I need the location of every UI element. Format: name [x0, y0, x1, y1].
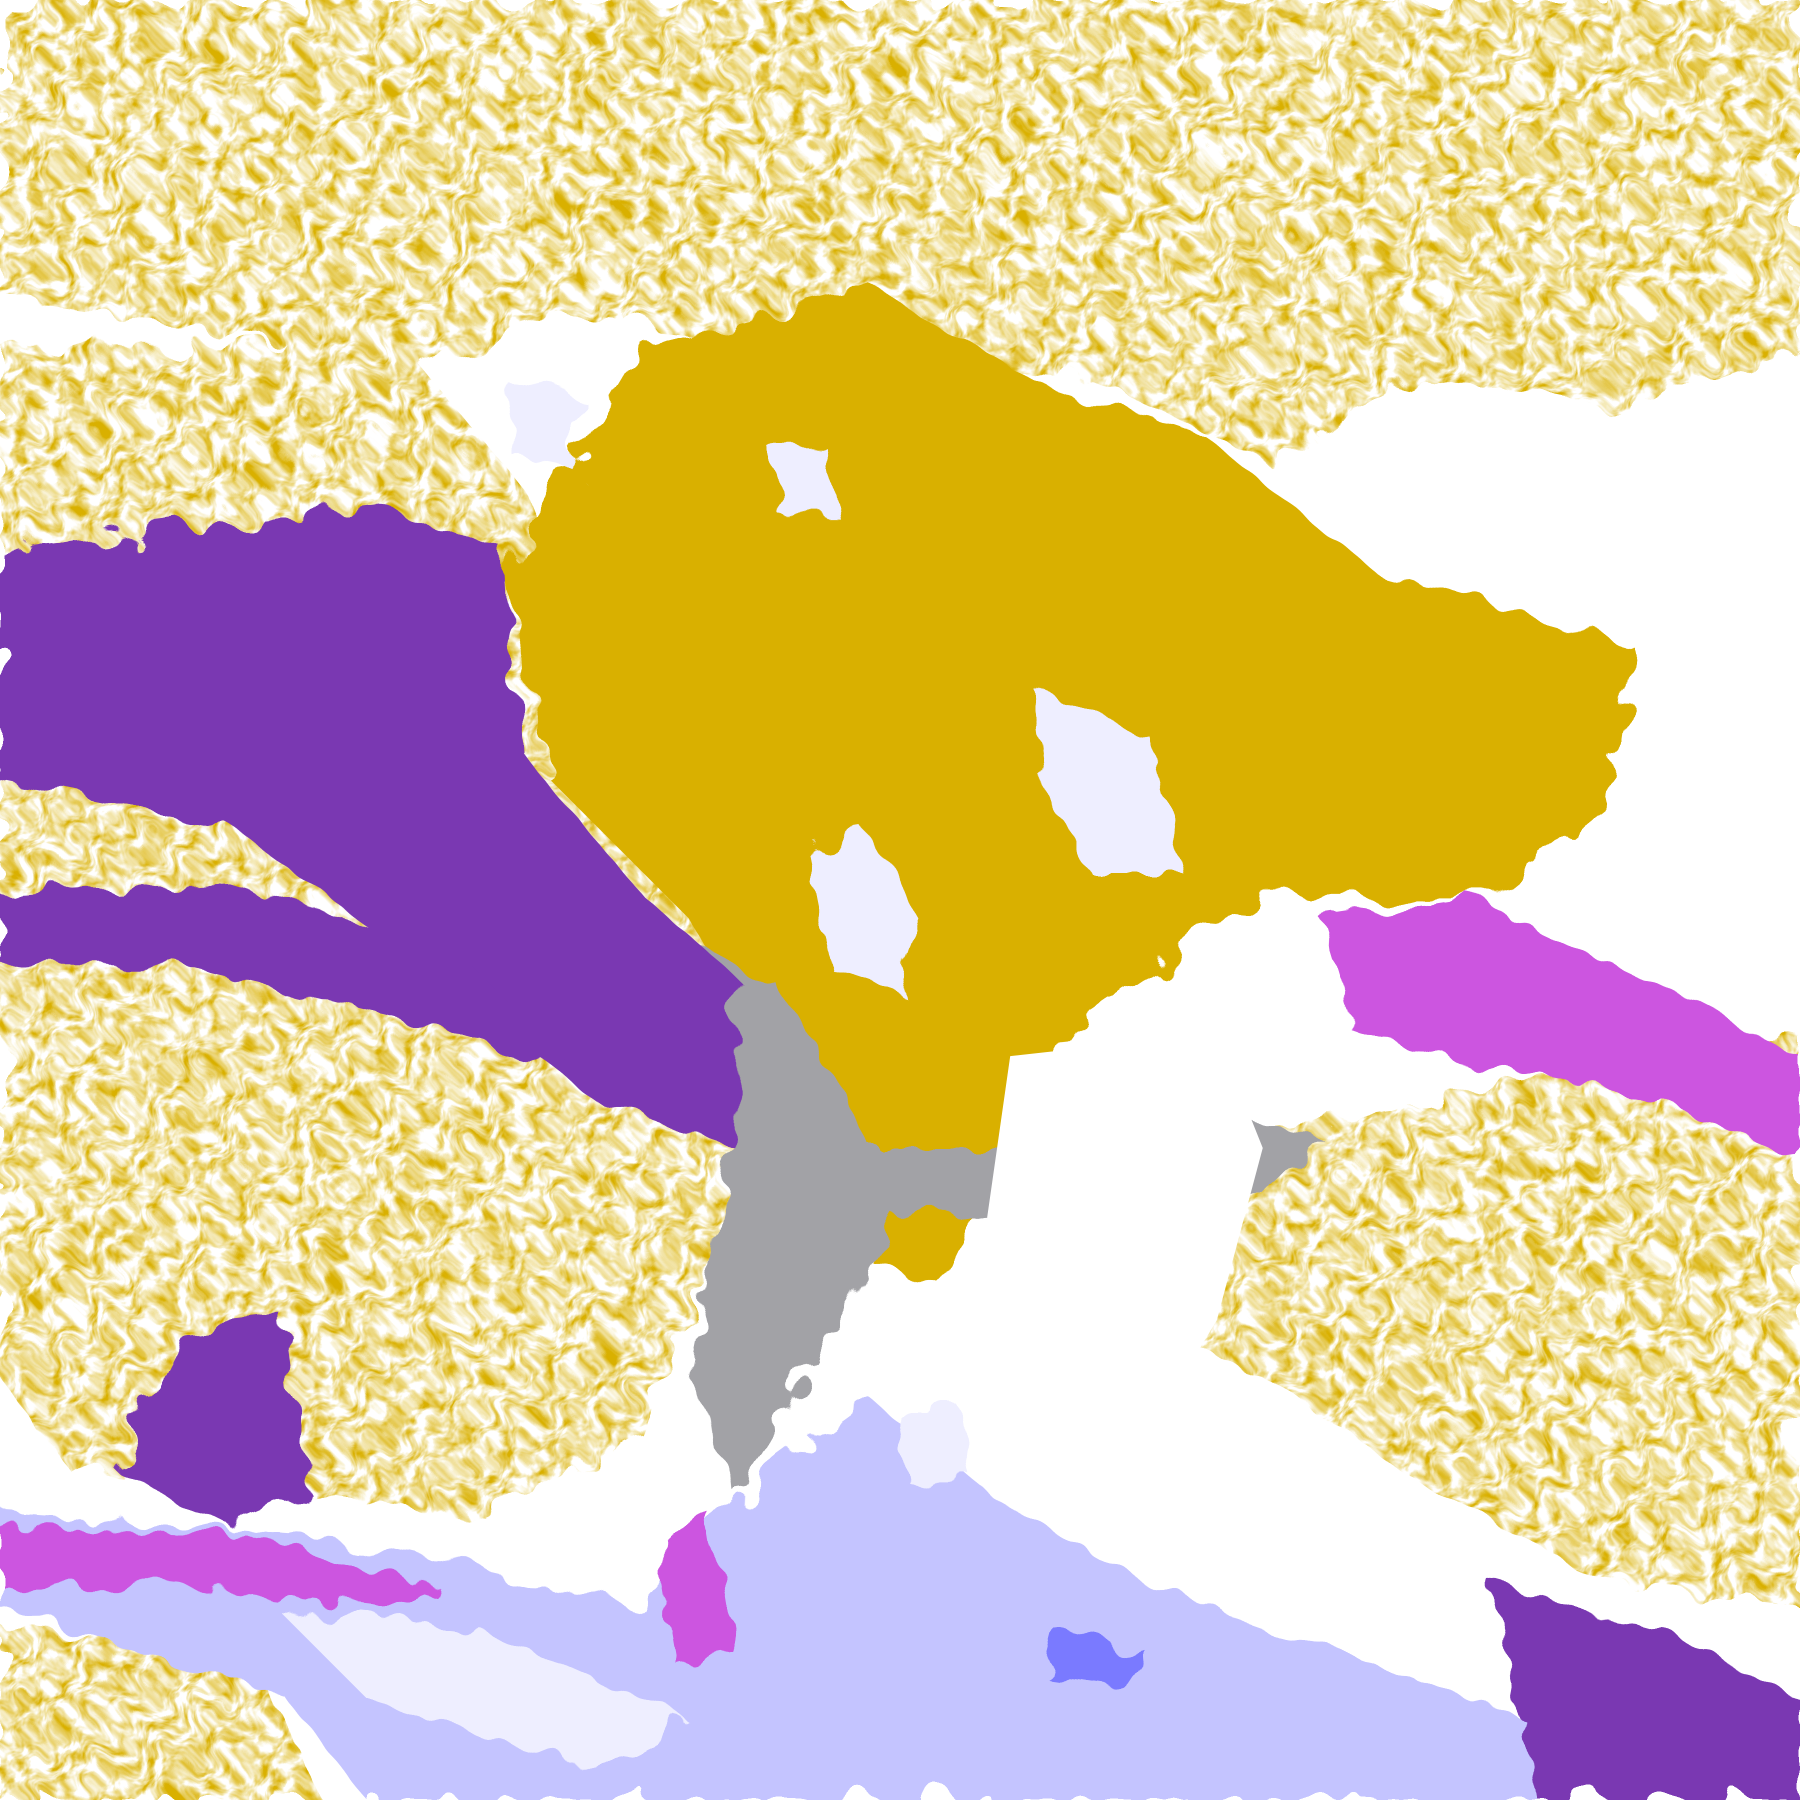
pale-cloud-center-2: [1033, 688, 1183, 873]
purple-region-southeast: [1492, 1584, 1800, 1800]
magenta-band-south: [0, 1526, 437, 1608]
gold-region-southeast: [1147, 1033, 1800, 1608]
gold-region-north: [0, 0, 1800, 460]
pale-cloud-center: [803, 838, 919, 988]
magenta-band-east: [1320, 895, 1800, 1160]
pale-cloud-south-2: [895, 1411, 976, 1481]
white-region-center-south: [975, 1033, 1263, 1481]
pale-cloud-north: [505, 378, 574, 471]
pale-cloud-south: [275, 1607, 689, 1768]
purple-band-northwest: [0, 505, 735, 1148]
pale-cloud-north-2: [769, 447, 839, 517]
purple-region-southwest: [114, 1320, 310, 1527]
blue-region-south: [1044, 1630, 1148, 1688]
magenta-region-south-center: [654, 1515, 735, 1665]
purple-band-west: [0, 883, 574, 1068]
